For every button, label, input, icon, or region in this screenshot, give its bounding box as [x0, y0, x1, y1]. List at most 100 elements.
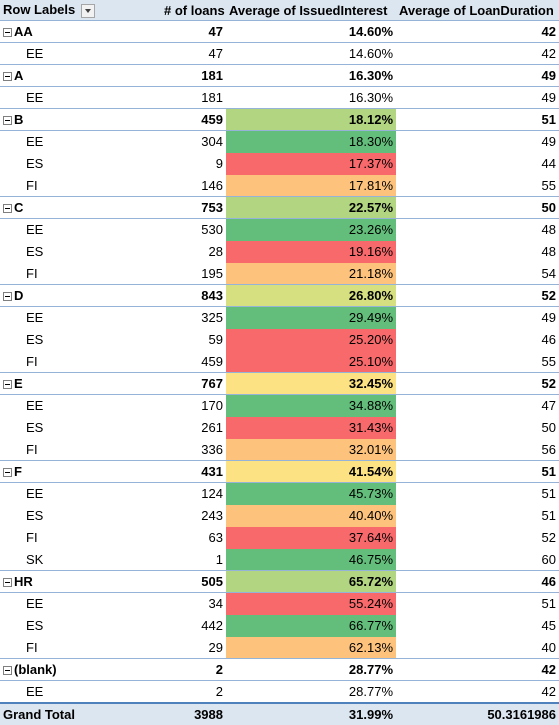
duration-cell[interactable]: 48 [541, 244, 556, 259]
duration-cell[interactable]: 52 [396, 284, 559, 307]
row-label-cell[interactable]: EE [0, 483, 161, 505]
duration-cell[interactable]: 51 [541, 508, 556, 523]
row-label-cell[interactable]: FI [0, 637, 161, 659]
duration-cell[interactable]: 40 [541, 639, 556, 655]
detail-row[interactable]: EE 530 23.26% 48 [0, 218, 559, 241]
detail-row[interactable]: FI 63 37.64% 52 [0, 526, 559, 549]
loans-cell[interactable]: 304 [201, 134, 223, 150]
row-label-cell[interactable]: A [0, 64, 161, 87]
loans-cell[interactable]: 47 [161, 20, 226, 43]
group-row[interactable]: D 843 26.80% 52 [0, 284, 559, 307]
detail-row[interactable]: FI 195 21.18% 54 [0, 262, 559, 285]
loans-cell[interactable]: 1 [215, 551, 223, 567]
loans-cell[interactable]: 325 [201, 310, 223, 326]
row-label-cell[interactable]: ES [0, 417, 161, 439]
duration-cell[interactable]: 50 [396, 196, 559, 219]
collapse-minus-icon[interactable] [3, 292, 12, 302]
interest-cell[interactable]: 17.81% [226, 174, 396, 197]
detail-row[interactable]: ES 28 19.16% 48 [0, 240, 559, 263]
duration-cell[interactable]: 44 [541, 156, 556, 171]
duration-cell[interactable]: 56 [541, 441, 556, 457]
loans-cell[interactable]: 59 [208, 332, 223, 347]
duration-cell[interactable]: 52 [541, 530, 556, 545]
loans-cell[interactable]: 261 [201, 420, 223, 435]
loans-cell[interactable]: 2 [215, 683, 223, 699]
duration-cell[interactable]: 47 [541, 398, 556, 414]
loans-cell[interactable]: 181 [161, 64, 226, 87]
filter-dropdown-icon[interactable] [81, 3, 96, 18]
interest-cell[interactable]: 16.30% [226, 64, 396, 87]
row-label-cell[interactable]: FI [0, 527, 161, 549]
interest-cell[interactable]: 16.30% [348, 90, 393, 105]
grand-total-loans[interactable]: 3988 [161, 701, 226, 725]
duration-cell[interactable]: 46 [396, 570, 559, 593]
interest-cell[interactable]: 40.40% [226, 504, 396, 527]
interest-cell[interactable]: 19.16% [226, 240, 396, 263]
loans-cell[interactable]: 459 [201, 353, 223, 369]
loans-cell[interactable]: 47 [208, 46, 223, 61]
detail-row[interactable]: FI 336 32.01% 56 [0, 438, 559, 461]
interest-cell[interactable]: 26.80% [226, 284, 396, 307]
detail-row[interactable]: ES 442 66.77% 45 [0, 614, 559, 637]
detail-row[interactable]: SK 1 46.75% 60 [0, 548, 559, 571]
duration-header[interactable]: Average of LoanDuration [396, 0, 559, 21]
row-label-cell[interactable]: EE [0, 219, 161, 241]
interest-cell[interactable]: 25.10% [226, 350, 396, 373]
collapse-minus-icon[interactable] [3, 72, 12, 82]
row-label-cell[interactable]: ES [0, 329, 161, 351]
interest-cell[interactable]: 23.26% [226, 218, 396, 241]
duration-cell[interactable]: 51 [396, 108, 559, 131]
loans-cell[interactable]: 34 [208, 596, 223, 612]
row-labels-header[interactable]: Row Labels [0, 0, 161, 21]
interest-cell[interactable]: 37.64% [226, 526, 396, 549]
interest-cell[interactable]: 28.77% [226, 658, 396, 681]
duration-cell[interactable]: 42 [396, 20, 559, 43]
row-label-cell[interactable]: EE [0, 307, 161, 329]
grand-total-interest[interactable]: 31.99% [226, 701, 396, 725]
interest-cell[interactable]: 31.43% [226, 416, 396, 439]
row-label-cell[interactable]: ES [0, 241, 161, 263]
row-label-cell[interactable]: C [0, 196, 161, 219]
interest-cell[interactable]: 65.72% [226, 570, 396, 593]
group-row[interactable]: AA 47 14.60% 42 [0, 20, 559, 43]
loans-cell[interactable]: 243 [201, 508, 223, 523]
interest-cell[interactable]: 21.18% [226, 262, 396, 285]
loans-cell[interactable]: 29 [208, 639, 223, 655]
detail-row[interactable]: EE 34 55.24% 51 [0, 592, 559, 615]
group-row[interactable]: F 431 41.54% 51 [0, 460, 559, 483]
row-label-cell[interactable]: EE [0, 681, 161, 703]
loans-cell[interactable]: 442 [201, 618, 223, 633]
row-label-cell[interactable]: B [0, 108, 161, 131]
duration-cell[interactable]: 46 [541, 332, 556, 347]
duration-cell[interactable]: 49 [541, 134, 556, 150]
collapse-minus-icon[interactable] [3, 666, 12, 676]
loans-cell[interactable]: 9 [215, 156, 223, 171]
detail-row[interactable]: FI 146 17.81% 55 [0, 174, 559, 197]
loans-cell[interactable]: 843 [161, 284, 226, 307]
duration-cell[interactable]: 42 [541, 683, 556, 699]
detail-row[interactable]: ES 243 40.40% 51 [0, 504, 559, 527]
collapse-minus-icon[interactable] [3, 28, 12, 38]
collapse-minus-icon[interactable] [3, 578, 12, 588]
interest-cell[interactable]: 41.54% [226, 460, 396, 483]
row-label-cell[interactable]: ES [0, 153, 161, 175]
detail-row[interactable]: EE 325 29.49% 49 [0, 306, 559, 329]
duration-cell[interactable]: 49 [541, 310, 556, 326]
row-label-cell[interactable]: SK [0, 549, 161, 571]
group-row[interactable]: HR 505 65.72% 46 [0, 570, 559, 593]
collapse-minus-icon[interactable] [3, 380, 12, 390]
interest-cell[interactable]: 46.75% [226, 548, 396, 571]
duration-cell[interactable]: 49 [541, 90, 556, 105]
interest-cell[interactable]: 29.49% [226, 306, 396, 329]
loans-cell[interactable]: 431 [161, 460, 226, 483]
loans-cell[interactable]: 28 [208, 244, 223, 259]
detail-row[interactable]: EE 47 14.60% 42 [0, 43, 559, 65]
duration-cell[interactable]: 54 [541, 265, 556, 281]
duration-cell[interactable]: 52 [396, 372, 559, 395]
collapse-minus-icon[interactable] [3, 116, 12, 126]
loans-cell[interactable]: 459 [161, 108, 226, 131]
duration-cell[interactable]: 45 [541, 618, 556, 633]
row-label-cell[interactable]: EE [0, 87, 161, 109]
interest-cell[interactable]: 62.13% [226, 636, 396, 659]
detail-row[interactable]: FI 459 25.10% 55 [0, 350, 559, 373]
